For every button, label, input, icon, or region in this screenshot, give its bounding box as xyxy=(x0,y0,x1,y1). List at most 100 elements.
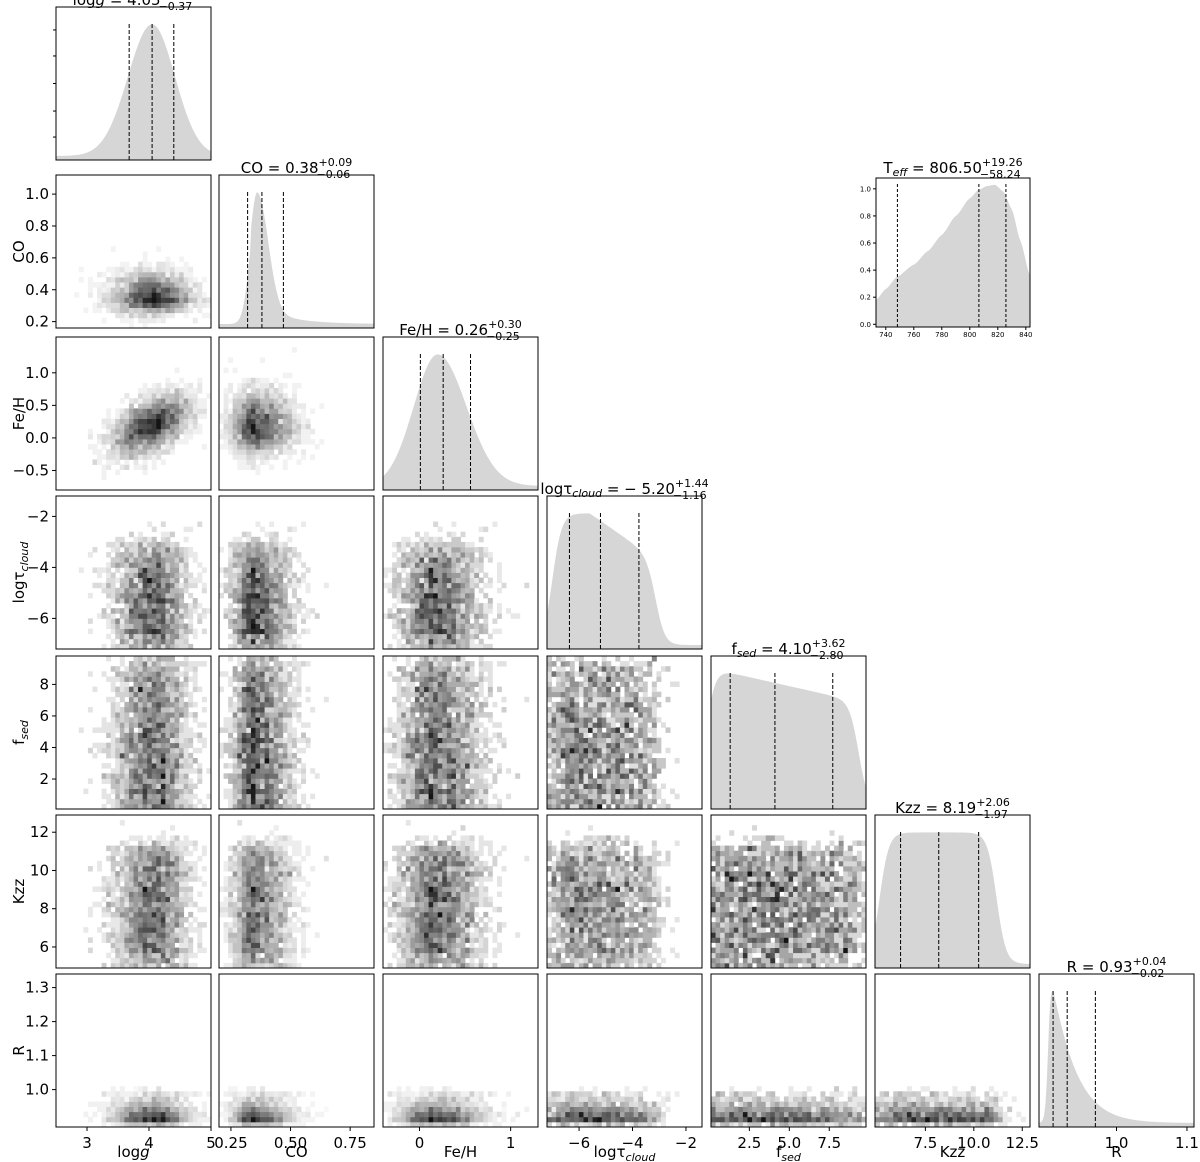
hexbin-cell xyxy=(273,778,279,784)
hexbin-cell xyxy=(147,793,153,800)
hexbin-cell xyxy=(92,901,98,908)
hexbin-cell xyxy=(287,788,293,795)
hexbin-cell xyxy=(179,773,185,779)
hexbin-cell xyxy=(419,722,425,728)
hexbin-cell xyxy=(301,722,307,728)
hexbin-cell xyxy=(128,312,134,319)
hexbin-cell xyxy=(160,758,166,764)
hexbin-cell xyxy=(414,638,420,645)
hexbin-cell xyxy=(142,922,148,928)
hexbin-cell xyxy=(142,623,148,629)
hexbin-cell xyxy=(87,707,93,713)
hexbin-cell xyxy=(574,656,580,662)
hexbin-cell xyxy=(651,798,657,805)
hexbin-cell xyxy=(483,727,489,733)
hexbin-cell xyxy=(192,423,198,430)
hexbin-cell xyxy=(478,661,484,667)
hexbin-cell xyxy=(165,845,171,852)
hexbin-cell xyxy=(405,587,411,594)
hexbin-cell xyxy=(282,603,288,609)
hexbin-cell xyxy=(151,932,157,938)
hexbin-cell xyxy=(250,666,256,672)
hexbin-cell xyxy=(156,439,162,445)
hexbin-cell xyxy=(188,526,194,533)
hexbin-cell xyxy=(610,701,616,708)
hexbin-cell xyxy=(241,377,247,384)
hexbin-cell xyxy=(119,408,125,414)
hexbin-cell xyxy=(478,526,484,533)
hexbin-cell xyxy=(574,747,580,754)
hexbin-cell xyxy=(437,577,443,584)
hexbin-cell xyxy=(151,403,157,409)
hexbin-cell xyxy=(633,737,639,744)
hexbin-cell xyxy=(188,297,194,303)
hexbin-cell xyxy=(188,768,194,774)
hexbin-cell xyxy=(291,382,297,389)
hexbin-cell xyxy=(97,727,102,733)
hexbin-cell xyxy=(142,251,148,257)
hexbin-cell xyxy=(106,722,112,728)
hexbin-cell xyxy=(323,582,329,589)
hexbin-cell xyxy=(255,717,261,723)
hexbin-cell xyxy=(115,297,121,303)
hexbin-cell xyxy=(255,747,261,754)
hexbin-cell xyxy=(414,686,420,693)
hexbin-cell xyxy=(169,261,175,268)
hexbin-cell xyxy=(624,707,630,713)
hexbin-cell xyxy=(223,608,229,614)
hexbin-cell xyxy=(250,742,256,749)
hexbin-cell xyxy=(101,778,107,784)
hexbin-cell xyxy=(296,428,302,435)
hexbin-cell xyxy=(619,732,625,738)
hexbin-cell xyxy=(165,722,171,728)
hexbin-cell xyxy=(156,428,162,435)
hexbin-cell xyxy=(142,778,148,784)
hexbin-cell xyxy=(401,768,407,774)
hexbin-cell xyxy=(474,732,480,738)
hexbin-cell xyxy=(174,608,180,614)
hexbin-cell xyxy=(241,577,247,584)
hexbin-cell xyxy=(165,855,171,862)
hexbin-cell xyxy=(237,587,243,594)
hexbin-cell xyxy=(97,860,102,867)
hexbin-cell xyxy=(169,444,175,450)
hexbin-cell xyxy=(410,793,416,800)
hexbin-cell xyxy=(165,297,171,303)
hexbin-cell xyxy=(474,628,480,635)
hexbin-cell xyxy=(110,598,116,604)
hexbin-cell xyxy=(156,382,162,389)
hexbin-cell xyxy=(160,778,166,784)
hexbin-cell xyxy=(241,413,247,419)
hexbin-cell xyxy=(383,747,388,754)
hexbin-cell xyxy=(165,382,171,389)
hexbin-cell xyxy=(110,547,116,553)
hexbin-cell xyxy=(115,541,121,548)
hexbin-cell xyxy=(287,428,293,435)
hexbin-cell xyxy=(601,778,607,784)
hexbin-cell xyxy=(387,643,393,649)
hexbin-cell xyxy=(110,783,116,789)
hexbin-cell xyxy=(414,567,420,573)
hexbin-cell xyxy=(410,577,416,584)
hexbin-cell xyxy=(601,752,607,759)
hexbin-cell xyxy=(250,676,256,682)
hexbin-cell xyxy=(392,587,398,594)
hexbin-cell xyxy=(392,603,398,609)
hexbin-cell xyxy=(151,901,157,908)
hexbin-cell xyxy=(264,671,270,677)
hexbin-cell xyxy=(588,701,593,708)
hexbin-cell xyxy=(433,742,439,749)
hexbin-cell xyxy=(165,302,171,308)
hexbin-cell xyxy=(269,547,275,553)
hexbin-cell xyxy=(419,577,425,584)
hexbin-cell xyxy=(250,408,256,414)
hexbin-cell xyxy=(428,582,434,589)
hexbin-cell xyxy=(174,367,180,374)
hexbin-cell xyxy=(250,752,256,759)
hexbin-cell xyxy=(142,911,148,918)
hexbin-cell xyxy=(410,608,416,614)
hexbin-cell xyxy=(465,638,471,645)
hexbin-cell xyxy=(578,691,584,698)
hexbin-cell xyxy=(160,798,166,805)
hexbin-cell xyxy=(455,747,461,754)
